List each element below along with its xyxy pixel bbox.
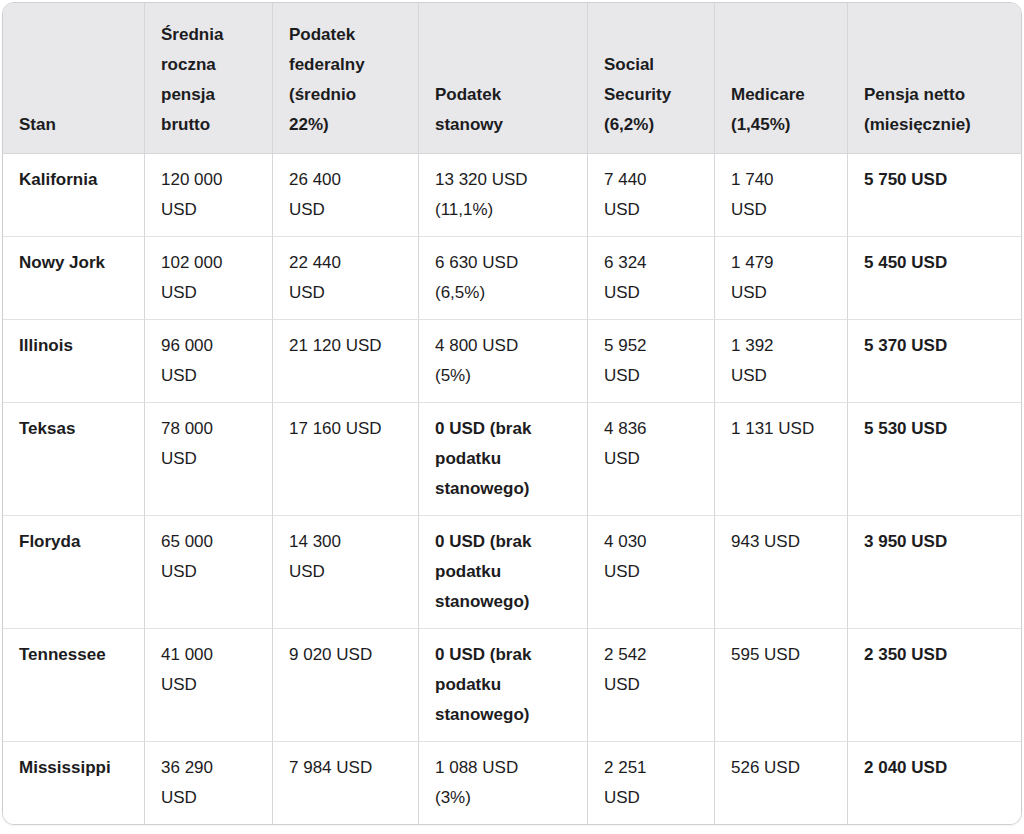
cell-social-security: 2 251 USD xyxy=(588,741,715,824)
table-row-teksas: Teksas 78 000 USD 17 160 USD 0 USD (brak… xyxy=(3,402,1022,515)
cell-state: Mississippi xyxy=(3,741,145,824)
cell-net-salary: 5 450 USD xyxy=(848,236,1022,319)
cell-net-salary: 2 040 USD xyxy=(848,741,1022,824)
table-row-illinois: Illinois 96 000 USD 21 120 USD 4 800 USD… xyxy=(3,319,1022,402)
cell-medicare: 943 USD xyxy=(715,515,848,628)
column-header-medicare: Medicare (1,45%) xyxy=(715,3,848,153)
table-row-nowy-jork: Nowy Jork 102 000 USD 22 440 USD 6 630 U… xyxy=(3,236,1022,319)
column-header-state: Stan xyxy=(3,3,145,153)
cell-gross-salary: 36 290 USD xyxy=(145,741,273,824)
table-row-mississippi: Mississippi 36 290 USD 7 984 USD 1 088 U… xyxy=(3,741,1022,824)
cell-state-tax: 6 630 USD (6,5%) xyxy=(419,236,588,319)
cell-state: Kalifornia xyxy=(3,153,145,236)
column-header-gross-salary: Średnia roczna pensja brutto xyxy=(145,3,273,153)
cell-federal-tax: 26 400 USD xyxy=(273,153,419,236)
cell-state-tax: 0 USD (brak podatku stanowego) xyxy=(419,402,588,515)
cell-state-tax: 0 USD (brak podatku stanowego) xyxy=(419,628,588,741)
cell-state: Illinois xyxy=(3,319,145,402)
salary-tax-table: Stan Średnia roczna pensja brutto Podate… xyxy=(3,3,1022,824)
cell-state-tax: 13 320 USD (11,1%) xyxy=(419,153,588,236)
cell-gross-salary: 78 000 USD xyxy=(145,402,273,515)
cell-state: Floryda xyxy=(3,515,145,628)
cell-federal-tax: 7 984 USD xyxy=(273,741,419,824)
cell-state: Tennessee xyxy=(3,628,145,741)
column-header-federal-tax: Podatek federalny (średnio 22%) xyxy=(273,3,419,153)
cell-gross-salary: 65 000 USD xyxy=(145,515,273,628)
cell-social-security: 4 836 USD xyxy=(588,402,715,515)
cell-gross-salary: 120 000 USD xyxy=(145,153,273,236)
cell-federal-tax: 22 440 USD xyxy=(273,236,419,319)
table-header: Stan Średnia roczna pensja brutto Podate… xyxy=(3,3,1022,153)
cell-state: Nowy Jork xyxy=(3,236,145,319)
cell-net-salary: 2 350 USD xyxy=(848,628,1022,741)
cell-federal-tax: 9 020 USD xyxy=(273,628,419,741)
cell-state-tax: 0 USD (brak podatku stanowego) xyxy=(419,515,588,628)
cell-medicare: 1 740 USD xyxy=(715,153,848,236)
salary-tax-table-container: Stan Średnia roczna pensja brutto Podate… xyxy=(2,2,1022,825)
cell-medicare: 1 131 USD xyxy=(715,402,848,515)
cell-federal-tax: 14 300 USD xyxy=(273,515,419,628)
column-header-state-tax: Podatek stanowy xyxy=(419,3,588,153)
cell-medicare: 595 USD xyxy=(715,628,848,741)
cell-federal-tax: 21 120 USD xyxy=(273,319,419,402)
cell-medicare: 1 479 USD xyxy=(715,236,848,319)
cell-social-security: 7 440 USD xyxy=(588,153,715,236)
cell-state: Teksas xyxy=(3,402,145,515)
cell-gross-salary: 41 000 USD xyxy=(145,628,273,741)
cell-gross-salary: 96 000 USD xyxy=(145,319,273,402)
column-header-net-salary: Pensja netto (miesięcznie) xyxy=(848,3,1022,153)
cell-net-salary: 5 750 USD xyxy=(848,153,1022,236)
cell-gross-salary: 102 000 USD xyxy=(145,236,273,319)
cell-state-tax: 1 088 USD (3%) xyxy=(419,741,588,824)
cell-federal-tax: 17 160 USD xyxy=(273,402,419,515)
table-row-kalifornia: Kalifornia 120 000 USD 26 400 USD 13 320… xyxy=(3,153,1022,236)
cell-medicare: 526 USD xyxy=(715,741,848,824)
cell-social-security: 5 952 USD xyxy=(588,319,715,402)
column-header-social-security: Social Security (6,2%) xyxy=(588,3,715,153)
cell-social-security: 6 324 USD xyxy=(588,236,715,319)
cell-net-salary: 3 950 USD xyxy=(848,515,1022,628)
cell-net-salary: 5 370 USD xyxy=(848,319,1022,402)
cell-social-security: 4 030 USD xyxy=(588,515,715,628)
cell-social-security: 2 542 USD xyxy=(588,628,715,741)
cell-net-salary: 5 530 USD xyxy=(848,402,1022,515)
cell-state-tax: 4 800 USD (5%) xyxy=(419,319,588,402)
table-body: Kalifornia 120 000 USD 26 400 USD 13 320… xyxy=(3,153,1022,824)
table-row-tennessee: Tennessee 41 000 USD 9 020 USD 0 USD (br… xyxy=(3,628,1022,741)
cell-medicare: 1 392 USD xyxy=(715,319,848,402)
header-row: Stan Średnia roczna pensja brutto Podate… xyxy=(3,3,1022,153)
table-row-floryda: Floryda 65 000 USD 14 300 USD 0 USD (bra… xyxy=(3,515,1022,628)
